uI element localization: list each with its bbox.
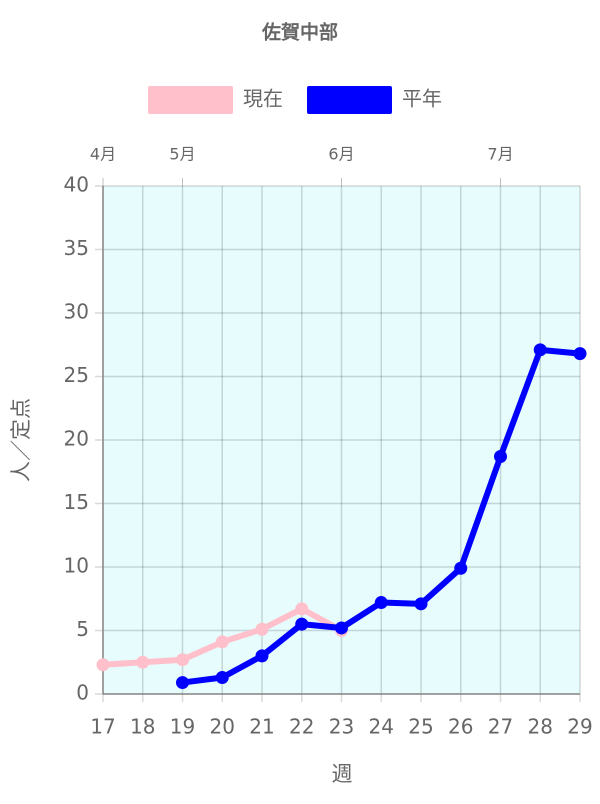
x-tick-label: 20	[210, 715, 235, 739]
plot-background	[103, 186, 580, 694]
data-point	[255, 622, 269, 636]
legend-label: 現在	[243, 87, 283, 111]
x-tick-label: 18	[130, 715, 155, 739]
top-tick-label: 4月	[90, 145, 116, 164]
x-tick-label: 23	[329, 715, 354, 739]
data-point	[295, 617, 309, 631]
x-tick-label: 22	[289, 715, 314, 739]
y-tick-label: 0	[76, 681, 89, 705]
data-point	[573, 347, 587, 361]
x-axis-label: 週	[332, 762, 353, 786]
y-tick-label: 30	[64, 300, 89, 324]
data-point	[136, 655, 150, 669]
y-tick-label: 20	[64, 427, 89, 451]
data-point	[215, 670, 229, 684]
y-axis-label: 人／定点	[9, 398, 33, 482]
x-tick-label: 26	[448, 715, 473, 739]
legend-swatch	[307, 86, 392, 114]
data-point	[454, 561, 468, 575]
legend-swatch	[148, 86, 233, 114]
data-point	[215, 635, 229, 649]
data-point	[494, 450, 507, 464]
data-point	[533, 343, 547, 357]
data-point	[96, 658, 110, 672]
x-tick-label: 21	[249, 715, 274, 739]
data-point	[176, 676, 189, 690]
x-tick-label: 19	[170, 715, 195, 739]
y-tick-label: 35	[64, 236, 89, 260]
top-tick-label: 5月	[169, 145, 195, 164]
data-point	[414, 597, 428, 611]
y-tick-label: 10	[64, 554, 89, 578]
data-point	[295, 602, 309, 616]
x-tick-label: 24	[369, 715, 394, 739]
y-tick-label: 5	[76, 617, 89, 641]
y-tick-label: 25	[64, 363, 89, 387]
x-tick-label: 17	[90, 715, 115, 739]
data-point	[255, 649, 269, 663]
data-point	[374, 596, 388, 610]
top-tick-label: 7月	[487, 145, 513, 164]
x-tick-label: 27	[488, 715, 513, 739]
legend-label: 平年	[402, 87, 442, 111]
x-tick-label: 25	[408, 715, 433, 739]
data-point	[335, 621, 348, 635]
x-tick-label: 29	[567, 715, 592, 739]
y-tick-label: 40	[64, 173, 89, 197]
data-point	[176, 653, 189, 667]
chart-title: 佐賀中部	[261, 21, 338, 44]
x-tick-label: 28	[528, 715, 553, 739]
top-tick-label: 6月	[328, 145, 354, 164]
y-tick-label: 15	[64, 490, 89, 514]
